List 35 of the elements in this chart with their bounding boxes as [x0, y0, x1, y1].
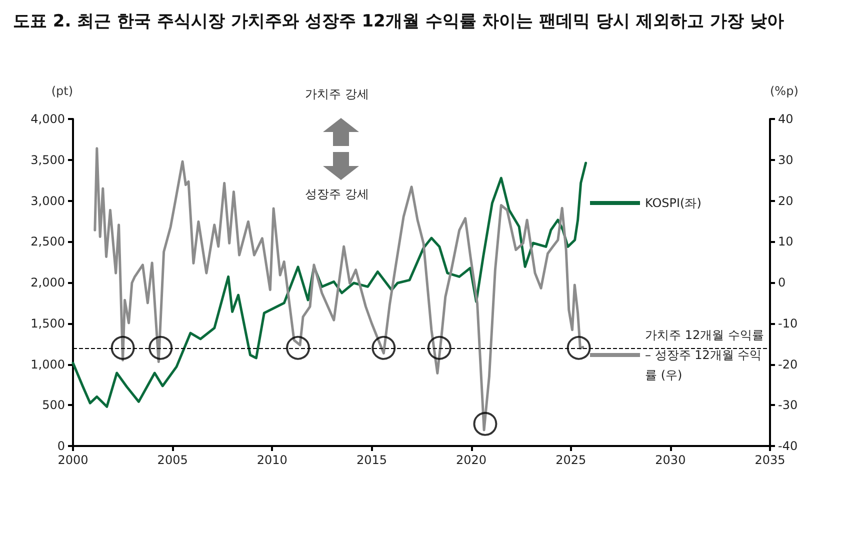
- y2-tick-label: -20: [778, 357, 798, 372]
- x-tick-label: 2030: [655, 453, 686, 467]
- x-tick-label: 2020: [456, 453, 487, 467]
- y2-axis-title: (%p): [770, 84, 798, 98]
- x-tick-label: 2015: [356, 453, 387, 467]
- x-tick-label: 2035: [754, 453, 786, 467]
- legend-label: KOSPI(좌): [645, 196, 702, 210]
- y2-tick-label: -10: [778, 316, 798, 330]
- x-tick-label: 2005: [157, 453, 188, 467]
- legend-label: 가치주 12개월 수익률 – 성장주 12개월 수익률 (우): [645, 328, 768, 382]
- y-axis-title: (pt): [51, 84, 73, 98]
- x-tick-label: 2000: [58, 453, 88, 467]
- y2-tick-label: 10: [778, 234, 794, 249]
- text: 가치주 강세: [305, 87, 369, 101]
- y-tick-label: 3,000: [30, 194, 65, 208]
- y-tick-label: 3,500: [30, 152, 65, 167]
- annotation: 성장주 강세: [305, 187, 369, 201]
- y-tick-label: 2,500: [30, 234, 65, 249]
- y2-tick-label: -30: [778, 398, 798, 412]
- y-tick-label: 1,500: [30, 316, 65, 330]
- y-tick-label: 500: [42, 398, 65, 412]
- line-series: [72, 162, 588, 408]
- line-series: [94, 147, 584, 432]
- y-tick-label: 2,000: [30, 276, 65, 290]
- x-tick-label: 2025: [556, 453, 586, 467]
- y-tick-label: 1,000: [30, 357, 65, 372]
- y-tick-label: 0: [57, 439, 65, 453]
- y-tick-label: 4,000: [30, 112, 65, 126]
- y2-tick-label: 40: [778, 112, 794, 126]
- chart-title: 도표 2. 최근 한국 주식시장 가치주와 성장주 12개월 수익률 차이는 팬데믹 당시 제외하고 가장 낮아: [13, 12, 784, 32]
- y2-tick-label: -40: [778, 439, 798, 453]
- x-tick-label: 2010: [256, 453, 288, 467]
- y2-tick-label: 20: [778, 194, 794, 208]
- y2-tick-label: 0: [778, 276, 786, 290]
- y2-tick-label: 30: [778, 152, 794, 167]
